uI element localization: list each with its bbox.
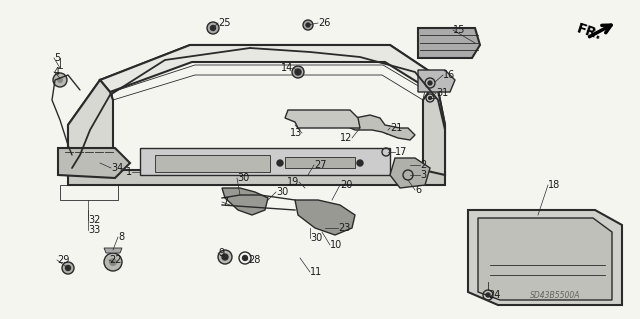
Polygon shape [68,80,113,175]
Polygon shape [418,28,480,58]
Circle shape [428,81,432,85]
Circle shape [486,293,490,297]
Text: 34: 34 [111,163,124,173]
Text: 12: 12 [340,133,352,143]
Circle shape [295,69,301,75]
Circle shape [109,258,117,266]
Circle shape [104,253,122,271]
Circle shape [222,254,228,260]
Circle shape [218,250,232,264]
Text: 5: 5 [54,53,60,63]
Circle shape [57,77,63,83]
Text: SD43B5500A: SD43B5500A [530,291,580,300]
Text: 32: 32 [88,215,100,225]
Text: 3: 3 [420,170,426,180]
Circle shape [277,160,283,166]
Text: 29: 29 [57,255,69,265]
Circle shape [306,23,310,27]
Text: 27: 27 [314,160,326,170]
Text: 11: 11 [310,267,323,277]
Text: 30: 30 [310,233,323,243]
Polygon shape [222,188,268,215]
Text: 13: 13 [290,128,302,138]
Text: 24: 24 [488,290,500,300]
Circle shape [207,22,219,34]
Text: 2: 2 [420,160,426,170]
Polygon shape [140,148,390,175]
Text: FR.: FR. [575,21,604,43]
Text: 19: 19 [287,177,299,187]
Polygon shape [155,155,270,172]
Text: 33: 33 [88,225,100,235]
Text: 1: 1 [126,167,132,177]
Polygon shape [390,158,430,188]
Circle shape [65,265,70,271]
Polygon shape [295,200,355,235]
Polygon shape [418,70,455,92]
Polygon shape [285,157,355,168]
Circle shape [211,26,216,31]
Text: 30: 30 [276,187,288,197]
Text: 30: 30 [237,173,249,183]
Circle shape [303,20,313,30]
Circle shape [243,256,248,261]
Polygon shape [423,75,445,175]
Text: 7: 7 [222,197,228,207]
Polygon shape [468,210,622,305]
Circle shape [53,73,67,87]
Polygon shape [58,148,130,178]
Text: 15: 15 [453,25,465,35]
Circle shape [62,262,74,274]
Polygon shape [285,110,360,128]
Circle shape [386,128,390,132]
Text: 8: 8 [118,232,124,242]
Circle shape [292,66,304,78]
Text: 25: 25 [218,18,230,28]
Circle shape [357,160,363,166]
Circle shape [429,97,431,100]
Polygon shape [478,218,612,300]
Text: 14: 14 [281,63,293,73]
Text: 22: 22 [109,255,122,265]
Polygon shape [348,115,415,140]
Text: 10: 10 [330,240,342,250]
Text: 16: 16 [443,70,455,80]
Text: 28: 28 [248,255,260,265]
Text: 26: 26 [318,18,330,28]
Text: 17: 17 [395,147,408,157]
Polygon shape [100,45,435,92]
Text: 23: 23 [338,223,350,233]
Text: 31: 31 [436,88,448,98]
Text: 9: 9 [218,248,224,258]
Text: 20: 20 [340,180,353,190]
Text: 6: 6 [415,185,421,195]
Text: 18: 18 [548,180,560,190]
Polygon shape [68,170,445,185]
Text: 21: 21 [390,123,403,133]
Polygon shape [104,248,122,253]
Text: 4: 4 [54,67,60,77]
